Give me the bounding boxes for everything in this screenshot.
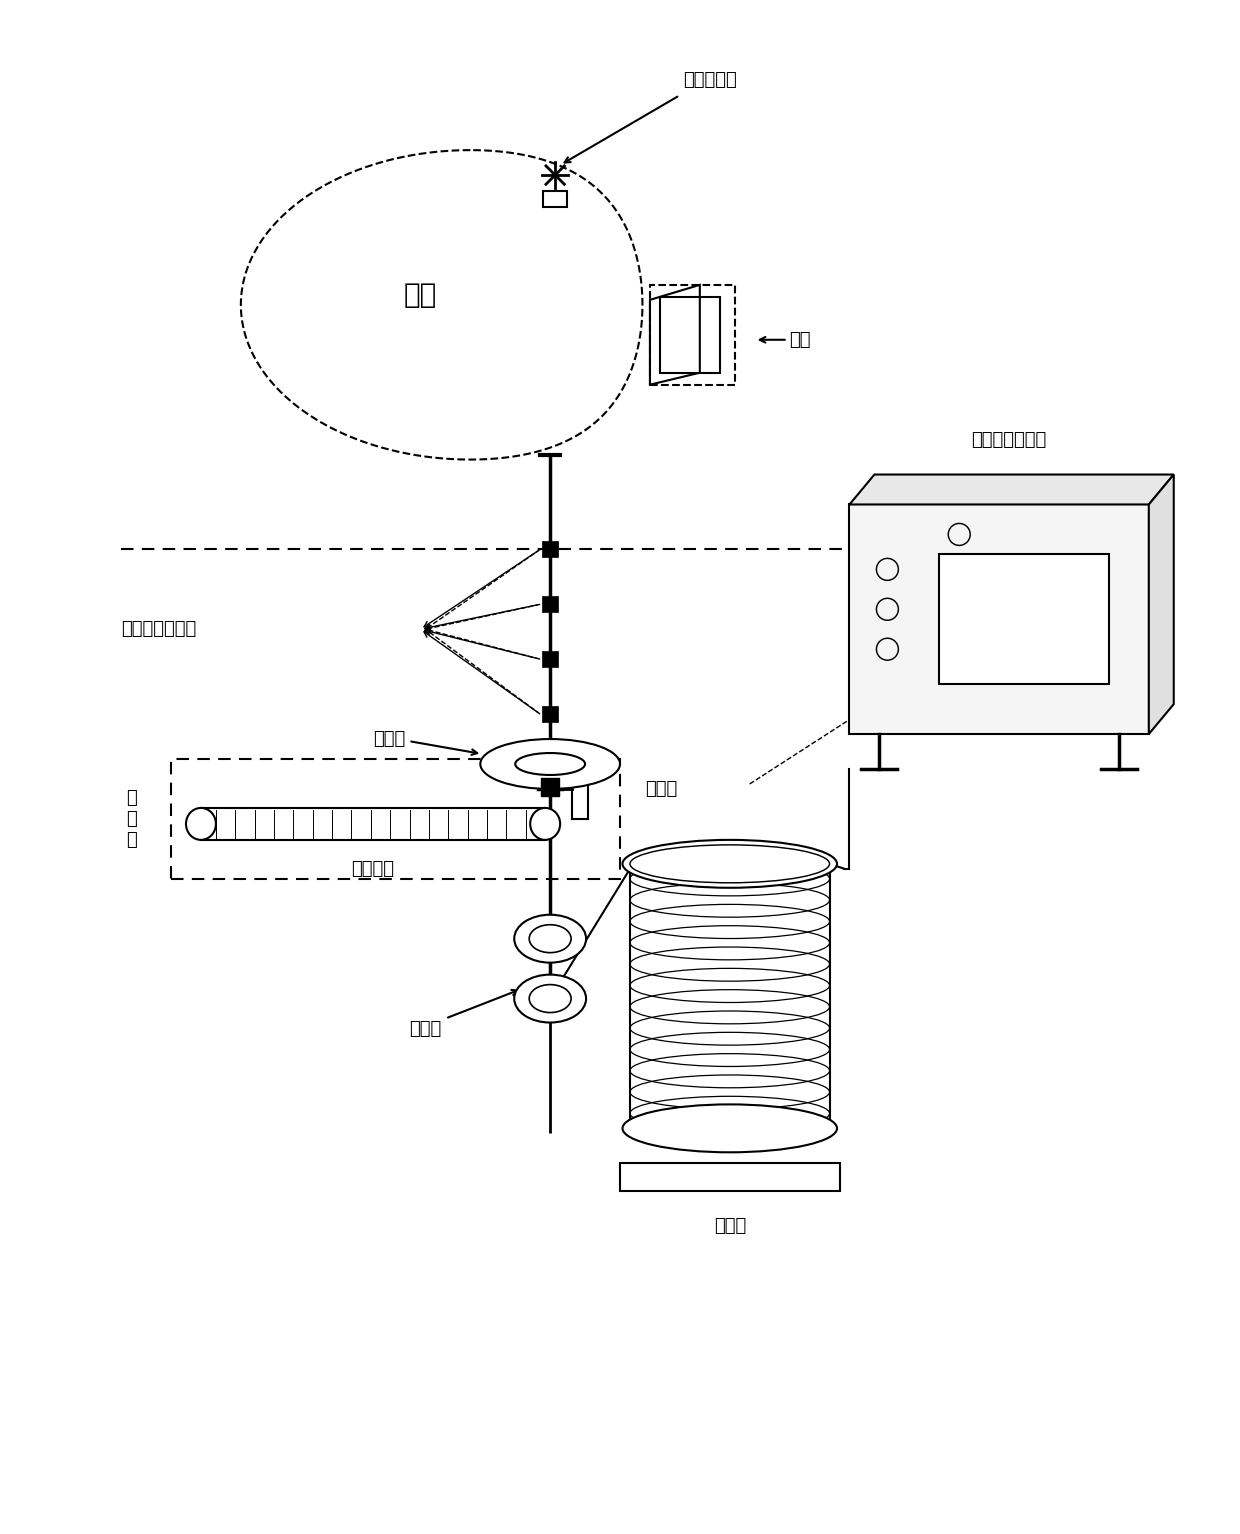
Bar: [542, 652, 558, 667]
Text: 限位孔: 限位孔: [373, 730, 405, 749]
Bar: [849, 505, 1148, 735]
Ellipse shape: [515, 914, 587, 963]
Ellipse shape: [531, 808, 560, 841]
Text: 电缆线: 电缆线: [645, 779, 677, 798]
Bar: [660, 298, 719, 373]
Text: 传送履带: 传送履带: [352, 861, 394, 877]
Text: 操
作
区: 操 作 区: [125, 788, 136, 848]
Text: 姿态控制器: 姿态控制器: [683, 71, 737, 89]
Bar: [939, 554, 1109, 684]
Polygon shape: [849, 474, 1174, 505]
Bar: [542, 597, 558, 612]
Text: 绞线器: 绞线器: [714, 1216, 746, 1235]
Text: 多参数测量设备: 多参数测量设备: [122, 620, 196, 638]
Ellipse shape: [480, 739, 620, 788]
Ellipse shape: [622, 841, 837, 888]
Ellipse shape: [186, 808, 216, 841]
Ellipse shape: [515, 974, 587, 1023]
Ellipse shape: [516, 753, 585, 775]
Text: 尾翼: 尾翼: [790, 331, 811, 348]
Ellipse shape: [622, 1104, 837, 1152]
Ellipse shape: [529, 985, 572, 1012]
Bar: [171, 759, 620, 879]
Bar: [543, 192, 567, 207]
Bar: [542, 706, 558, 723]
Bar: [620, 1163, 839, 1192]
Ellipse shape: [529, 925, 572, 953]
Bar: [541, 778, 559, 796]
Text: 控制及数据处理: 控制及数据处理: [971, 431, 1047, 448]
Bar: [650, 285, 735, 385]
Text: 气球: 气球: [404, 281, 436, 308]
Bar: [542, 542, 558, 557]
Polygon shape: [1148, 474, 1174, 735]
Text: 定滑轮: 定滑轮: [409, 1020, 441, 1037]
